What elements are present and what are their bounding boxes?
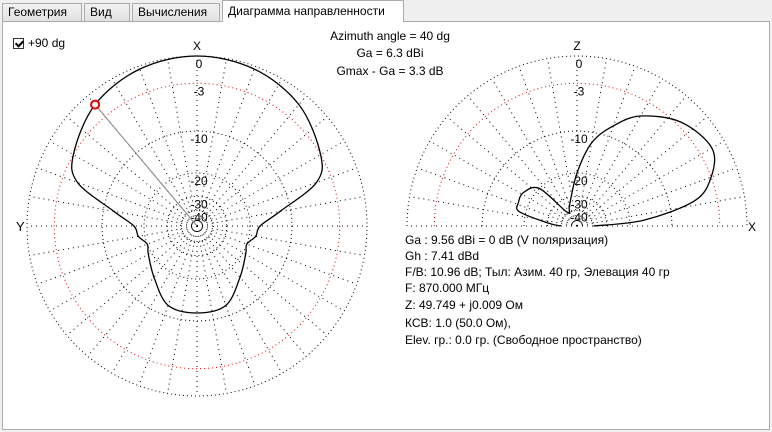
azimuth-spoke [196,225,228,394]
elevation-pattern [516,115,716,227]
elevation-spoke [446,116,578,227]
elevation-ring-label: -20 [570,174,588,188]
azimuth-ring-label: -10 [190,132,208,146]
elevation-spoke [417,167,578,227]
elevation-spoke [429,140,578,227]
azimuth-spoke [196,140,345,227]
azimuth-ring-5 [179,208,215,244]
tab-radiation-pattern[interactable]: Диаграмма направленности [222,0,404,22]
azimuth-spoke [196,225,345,312]
azimuth-axis-y-label: Y [16,219,25,234]
azimuth-ring-1 [53,82,341,370]
azimuth-marker [90,99,101,110]
info-frequency: F: 870.000 МГц [405,281,490,295]
gmax-diff-text: Gmax - Ga = 3.3 dB [336,64,444,78]
azimuth-spoke [37,225,198,285]
azimuth-axis-x-label: X [193,39,201,53]
elevation-spoke [546,58,578,227]
azimuth-spoke [196,225,307,357]
info-impedance: Z: 49.749 + j0.009 Ом [405,298,523,312]
elevation-ring-2 [481,130,673,227]
elevation-spoke [518,66,578,227]
tab-bar: Геометрия Вид Вычисления Диаграмма напра… [0,0,772,24]
tab-view[interactable]: Вид [84,3,130,21]
elevation-ring-label: 0 [576,57,583,71]
azimuth-spoke [196,167,357,227]
azimuth-spoke [29,225,198,257]
elevation-ring-label: -40 [570,210,588,224]
azimuth-angle-text: Azimuth angle = 40 dg [330,29,450,43]
info-gain-dbd: Gh : 7.41 dBd [405,249,480,263]
elevation-spoke [576,195,745,227]
info-front-back: F/B: 10.96 dB; Тыл: Азим. 40 гр, Элеваци… [405,265,670,279]
azimuth-ring-label: 0 [196,57,203,71]
azimuth-spoke [196,116,328,227]
azimuth-ring-label: -30 [190,197,208,211]
checkbox-label: +90 dg [28,36,66,50]
azimuth-spoke [138,66,198,227]
elevation-spoke [576,167,737,227]
azimuth-ring-label: -40 [190,210,208,224]
azimuth-spoke [196,225,365,257]
elevation-spoke [467,95,578,227]
azimuth-pattern [71,55,323,314]
azimuth-spoke [66,225,198,336]
azimuth-spoke [49,225,198,312]
elevation-spoke [576,78,663,227]
azimuth-ring-3 [143,172,251,280]
azimuth-spoke [166,58,198,227]
plus90-checkbox[interactable]: +90 dg [13,36,65,50]
azimuth-spoke [111,78,198,227]
azimuth-spoke [196,95,307,227]
azimuth-spoke [49,140,198,227]
info-elevation: Elev. гр.: 0.0 гр. (Свободное пространст… [405,333,642,347]
azimuth-ring-label: -20 [190,174,208,188]
elevation-axis-x-label: X [748,220,756,234]
elevation-ring-4 [546,195,608,227]
azimuth-marker-line [94,104,198,227]
elevation-spoke [491,78,578,227]
elevation-ring-label: -30 [570,197,588,211]
azimuth-spoke [196,78,283,227]
elevation-ring-label: -3 [574,84,585,98]
elevation-spoke [576,95,687,227]
azimuth-ring-4 [166,195,228,257]
checkbox-box[interactable] [13,37,24,49]
azimuth-spoke [66,116,198,227]
azimuth-spoke [196,225,283,374]
gain-text: Ga = 6.3 dBi [356,46,424,60]
azimuth-spoke [37,167,198,227]
tab-calculations[interactable]: Вычисления [132,3,220,21]
elevation-spoke [576,66,636,227]
azimuth-spoke [196,58,228,227]
elevation-axis-z-label: Z [573,39,580,53]
azimuth-ring-label: -3 [194,84,205,98]
tab-geometry[interactable]: Геометрия [2,3,82,21]
azimuth-spoke [166,225,198,394]
azimuth-spoke [196,225,328,336]
azimuth-spoke [87,225,198,357]
azimuth-spoke [196,66,256,227]
elevation-spoke [409,195,578,227]
elevation-ring-1 [433,82,721,227]
azimuth-spoke [111,225,198,374]
azimuth-ring-2 [101,130,293,322]
elevation-ring-label: -10 [570,132,588,146]
info-swr: КСВ: 1.0 (50.0 Ом), [405,316,511,330]
azimuth-spoke [196,225,357,285]
info-gain-dbi: Ga : 9.56 dBi = 0 dB (V поляризация) [405,233,609,247]
elevation-spoke [576,140,725,227]
